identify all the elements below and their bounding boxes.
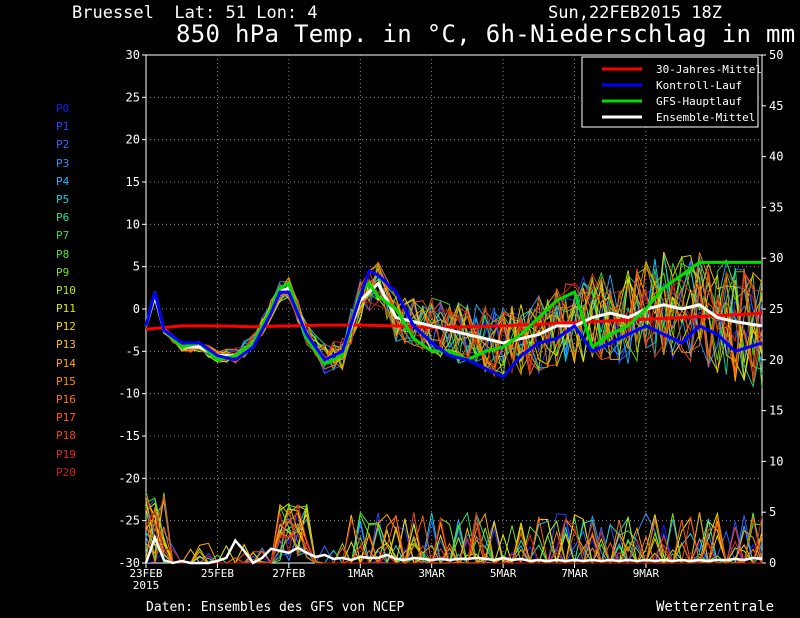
mean-precip-line	[144, 534, 763, 565]
member-label: P7	[56, 229, 70, 243]
y-right-tick-label: 35	[769, 200, 783, 214]
member-precip-line	[145, 510, 763, 564]
member-label: P12	[56, 320, 76, 334]
x-tick-label: 3MAR	[418, 567, 445, 580]
y-left-tick-label: 5	[133, 260, 140, 274]
y-left-tick-label: 15	[126, 175, 140, 189]
member-label: P1	[56, 120, 70, 134]
legend-label: Kontroll-Lauf	[656, 79, 742, 92]
y-left-tick-label: -25	[118, 514, 140, 528]
member-precip-line	[145, 514, 763, 565]
y-right-tick-label: 40	[769, 150, 783, 164]
x-tick-label: 1MAR	[347, 567, 374, 580]
series-line	[144, 260, 762, 366]
y-right-tick-label: 50	[769, 48, 783, 62]
member-label: P6	[56, 211, 70, 225]
data-source-label: Daten: Ensembles des GFS von NCEP	[146, 600, 405, 615]
member-label: P17	[56, 411, 76, 425]
member-label: P10	[56, 283, 76, 297]
member-label: P9	[56, 265, 70, 279]
series-line	[144, 268, 763, 379]
member-label: P3	[56, 156, 70, 170]
x-tick-label: 25FEB	[201, 567, 234, 580]
y-left-tick-label: -5	[126, 344, 140, 358]
x-tick-label: 23FEB	[129, 567, 162, 580]
member-label: P8	[56, 247, 70, 261]
x-year-label: 2015	[133, 579, 160, 592]
x-tick-label: 9MAR	[633, 567, 660, 580]
x-tick-label: 5MAR	[490, 567, 517, 580]
member-label: P20	[56, 465, 76, 479]
member-label: P0	[56, 102, 70, 115]
y-right-tick-label: 0	[769, 556, 776, 570]
chart-title: 850 hPa Temp. in °C, 6h-Niederschlag in …	[176, 20, 796, 48]
y-left-tick-label: 10	[126, 217, 140, 231]
member-label: P5	[56, 192, 70, 206]
member-label: P11	[56, 302, 76, 316]
y-left-tick-label: 25	[126, 90, 140, 104]
y-left-tick-label: -20	[118, 471, 140, 485]
member-label: P18	[56, 429, 76, 443]
run-date-label: Sun,22FEB2015 18Z	[548, 3, 722, 23]
y-right-tick-label: 5	[769, 505, 776, 519]
y-left-tick-label: 20	[126, 133, 140, 147]
member-temp-line	[145, 269, 763, 375]
y-left-tick-label: -30	[118, 556, 140, 570]
legend-label: 30-Jahres-Mittel	[656, 63, 762, 76]
member-label: P4	[56, 174, 70, 188]
y-right-tick-label: 10	[769, 454, 783, 468]
ensemble-member-list: P0 P1 P2 P3 P4 P5 P6 P7 P8 P9 P10 P11 P12 P13 P14 P15 P1…	[56, 100, 116, 482]
y-right-tick-label: 45	[769, 99, 783, 113]
x-tick-label: 7MAR	[561, 567, 588, 580]
member-label: P2	[56, 138, 70, 152]
y-left-tick-label: -15	[118, 429, 140, 443]
member-label: P13	[56, 338, 76, 352]
x-tick-label: 27FEB	[272, 567, 305, 580]
location-label: Bruessel Lat: 51 Lon: 4	[72, 3, 318, 23]
member-label: P19	[56, 447, 76, 461]
member-label: P14	[56, 356, 76, 370]
y-right-tick-label: 30	[769, 251, 783, 265]
y-right-tick-label: 25	[769, 302, 783, 316]
member-temp-line	[145, 271, 763, 376]
y-left-tick-label: 30	[126, 48, 140, 62]
member-label: P15	[56, 374, 76, 388]
y-left-tick-label: 0	[133, 302, 140, 316]
legend-label: Ensemble-Mittel	[656, 111, 755, 124]
member-label: P16	[56, 393, 76, 406]
legend-label: GFS-Hauptlauf	[656, 95, 742, 108]
brand-label: Wetterzentrale	[656, 599, 775, 615]
y-right-tick-label: 15	[769, 404, 783, 418]
y-right-tick-label: 20	[769, 353, 783, 367]
y-left-tick-label: -10	[118, 387, 140, 401]
